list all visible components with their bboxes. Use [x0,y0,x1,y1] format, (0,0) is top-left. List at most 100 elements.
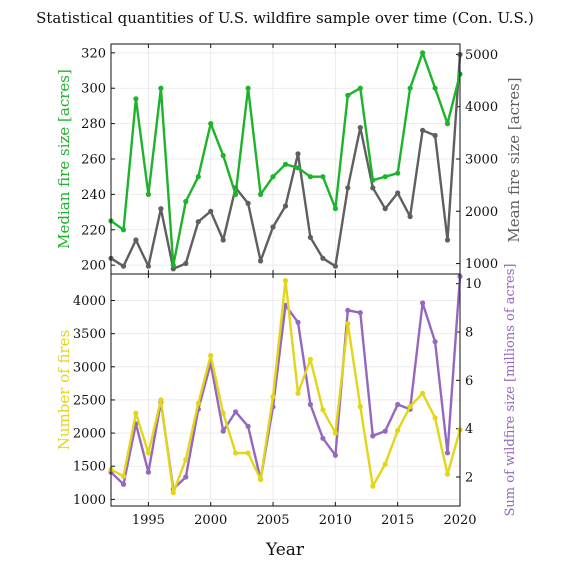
bottom-left-series-point [432,415,438,421]
top-right-series-point [370,185,376,191]
bottom-left-series-point [395,427,401,433]
x-tick-label: 1995 [132,513,165,528]
bottom-right-series-point [432,339,438,345]
bottom-left-series-point [357,404,363,410]
x-tick-label: 2010 [319,513,352,528]
top-right-series-line [110,54,462,270]
bottom-right-series-point [420,300,426,306]
bottom-left-series-point [158,397,164,403]
x-tick-label: 2015 [381,513,414,528]
bottom-right-series-point [320,435,326,441]
bottom-right-series-point [395,401,401,408]
bottom-left-tick-label: 2500 [73,393,106,408]
top-left-series-point [158,85,164,91]
top-left-series-point [258,191,264,197]
bottom-right-series-point [444,450,451,456]
top-left-series-point [282,161,289,167]
top-left-tick-label: 260 [81,153,106,168]
bottom-left-tick-label: 1000 [73,493,106,508]
x-axis-label: Year [265,540,305,560]
bottom-left-tick-label: 3000 [73,360,106,375]
bottom-left-series-point [183,457,189,463]
bottom-left-series-point [307,356,313,363]
top-right-series-point [170,266,176,272]
bottom-plot-frame [110,273,461,507]
top-left-series-point [432,85,438,91]
top-left-series-point [120,227,127,233]
bottom-right-series-point [307,401,313,408]
bottom-left-series-point [270,394,276,400]
top-right-series-point [270,224,276,230]
bottom-right-series-point [220,428,226,434]
bottom-left-tick-label: 2000 [73,427,106,442]
bottom-left-series-point [420,390,426,396]
bottom-left-series-point [170,490,176,496]
bottom-left-series-point [320,407,326,413]
bottom-right-tick-label: 10 [465,277,482,292]
bottom-left-series-point [233,450,239,456]
top-left-series-point [357,85,363,91]
bottom-right-tick-label: 4 [465,422,473,437]
top-left-axis-label: Median fire size [acres] [55,69,73,249]
top-left-tick-label: 240 [81,188,106,203]
top-right-series-point [195,219,201,225]
bottom-right-tick-label: 8 [465,326,473,341]
bottom-right-series-point [382,428,388,434]
bottom-left-series-point [295,390,301,396]
top-right-series-point [120,263,127,269]
bottom-left-series-point [133,410,139,416]
top-right-series-point [432,132,438,139]
bottom-left-series-point [145,450,151,456]
bottom-right-series-point [282,302,289,308]
bottom-right-tick-label: 2 [465,471,473,486]
x-tick-label: 2020 [443,513,476,528]
top-left-tick-label: 200 [81,259,106,274]
bottom-panel: 1000 1500 2000 2500 3000 3500 4000 2 4 6 8 10 1995 20… [55,264,518,528]
top-right-tick-label: 1000 [465,257,498,272]
chart-title: Statistical quantities of U.S. wildfire … [36,9,534,27]
top-left-series-point [407,85,413,91]
bottom-left-series-point [245,450,251,456]
top-right-axis-label: Mean fire size [acres] [505,77,523,242]
bottom-right-series-point [332,452,338,458]
bottom-right-series-point [345,307,351,313]
top-right-series-point [345,185,351,191]
bottom-right-series-line [110,276,462,491]
bottom-right-series-point [245,423,251,429]
top-left-series-point [295,165,301,171]
bottom-right-series-point [120,481,127,487]
bottom-left-series-point [382,461,388,467]
bottom-left-tick-label: 1500 [73,460,106,475]
top-right-series-point [282,203,289,209]
top-left-tick-label: 320 [81,46,106,61]
top-right-series-point [245,200,251,206]
top-left-series-point [208,121,214,127]
bottom-left-tick-label: 3500 [73,327,106,342]
top-left-tick-label: 280 [81,117,106,132]
bottom-right-series-point [295,319,301,325]
bottom-right-series-point [370,433,376,439]
top-right-series-point [382,206,388,212]
bottom-left-series-point [282,278,289,284]
top-right-tick-label: 3000 [465,153,498,168]
top-right-series-point [208,208,214,214]
bottom-left-series-point [345,321,351,327]
top-right-series-point [295,151,301,157]
top-right-series-point [220,237,226,243]
bottom-left-series-point [220,410,226,416]
top-right-series-point [145,263,151,269]
top-right-series-point [258,258,264,264]
top-left-series-point [307,174,313,180]
top-right-series-point [158,206,164,212]
top-left-series-point [420,50,426,56]
x-tick-label: 2005 [256,513,289,528]
top-left-series-point [245,85,251,91]
top-right-series-point [420,127,426,133]
top-right-series-point [395,190,401,196]
top-left-tick-label: 220 [81,223,106,238]
top-right-series-point [133,237,139,243]
top-left-series-point [145,191,151,197]
top-left-series-point [345,92,351,98]
bottom-right-series-point [183,474,189,480]
bottom-left-series-point [120,473,127,479]
